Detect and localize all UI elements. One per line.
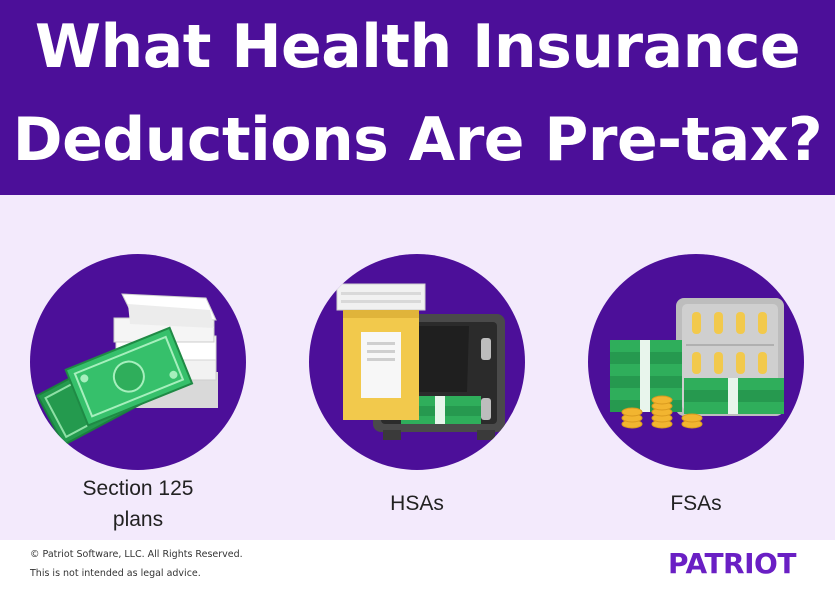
hsas-label: HSAs bbox=[390, 492, 444, 515]
cash-and-paper-stack-icon bbox=[36, 293, 218, 447]
fsas-label: FSAs bbox=[670, 492, 722, 515]
footer bbox=[0, 540, 835, 600]
copyright-text: © Patriot Software, LLC. All Rights Rese… bbox=[30, 549, 243, 560]
section-125-circle bbox=[30, 254, 246, 470]
section-125-label-line-1: Section 125 bbox=[82, 477, 194, 500]
fsas-circle bbox=[588, 254, 804, 470]
pill-bottle-and-safe-icon bbox=[336, 283, 505, 440]
section-125-label-line-2: plans bbox=[112, 508, 164, 531]
patriot-logo[interactable]: PATRIOT bbox=[668, 547, 796, 580]
page-title-line-1: What Health Insurance bbox=[34, 12, 801, 82]
hsas-circle bbox=[309, 254, 525, 470]
pills-and-cash-stack-icon bbox=[610, 298, 784, 429]
disclaimer-text: This is not intended as legal advice. bbox=[30, 568, 201, 579]
title-banner: What Health Insurance Deductions Are Pre… bbox=[0, 0, 835, 195]
section-125-label: Section 125 plans bbox=[30, 473, 246, 535]
page-title-line-2: Deductions Are Pre-tax? bbox=[12, 105, 823, 175]
